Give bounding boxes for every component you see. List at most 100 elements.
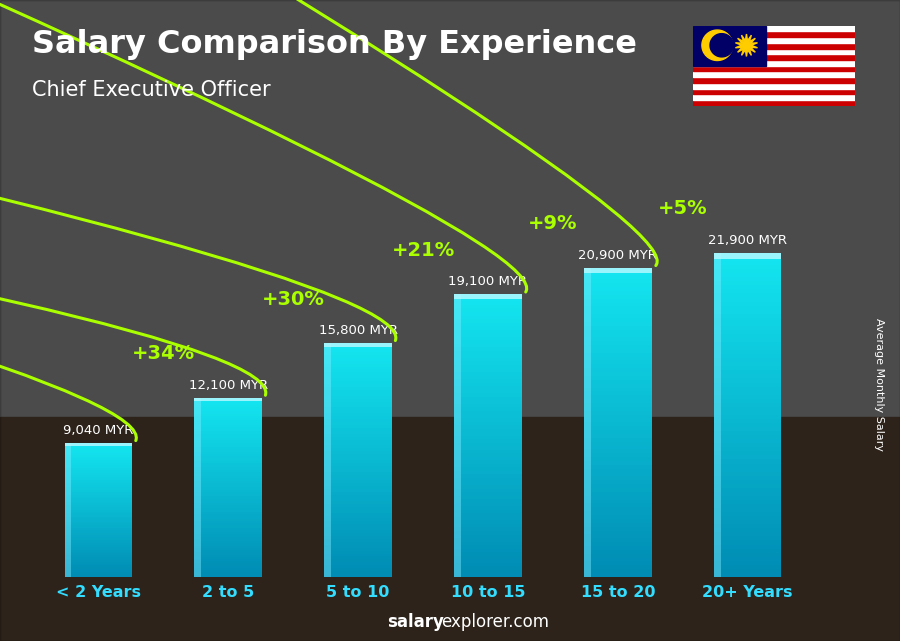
Text: 15,800 MYR: 15,800 MYR — [319, 324, 398, 337]
Bar — [194, 532, 262, 535]
Polygon shape — [735, 34, 758, 56]
Bar — [714, 435, 781, 439]
Bar — [584, 306, 652, 310]
Bar — [693, 83, 855, 88]
Bar — [65, 481, 132, 483]
Bar — [454, 351, 522, 354]
Bar — [454, 298, 522, 301]
Bar — [194, 523, 262, 526]
Bar — [584, 268, 652, 272]
Bar — [714, 455, 781, 460]
Bar — [324, 539, 392, 542]
Bar — [714, 342, 781, 346]
Bar — [0, 417, 900, 641]
Bar — [194, 398, 262, 401]
Bar — [714, 524, 781, 528]
Bar — [324, 483, 392, 487]
Bar — [584, 550, 652, 554]
Bar — [714, 508, 781, 512]
Bar — [454, 559, 522, 563]
Bar — [194, 487, 262, 490]
Bar — [65, 533, 132, 535]
Bar — [714, 504, 781, 508]
Bar — [454, 354, 522, 358]
Bar — [65, 525, 132, 527]
Bar — [454, 535, 522, 538]
Bar — [714, 269, 781, 273]
Bar — [454, 517, 522, 520]
Bar — [194, 416, 262, 418]
Bar — [714, 313, 781, 318]
Bar — [454, 495, 522, 499]
Bar — [714, 358, 781, 362]
Bar — [65, 563, 132, 565]
Bar — [65, 513, 132, 515]
Bar — [194, 570, 262, 572]
Bar — [65, 450, 132, 451]
Bar — [194, 425, 262, 427]
Bar — [194, 562, 262, 563]
Bar — [194, 563, 262, 566]
Bar — [714, 484, 781, 488]
Bar — [714, 488, 781, 492]
Bar — [714, 378, 781, 383]
Bar — [65, 572, 132, 574]
Bar — [454, 294, 461, 577]
Bar — [454, 513, 522, 517]
Bar — [584, 349, 652, 353]
Bar — [194, 521, 262, 523]
Bar — [714, 261, 781, 265]
Bar — [324, 442, 392, 445]
Bar — [454, 315, 522, 319]
Bar — [714, 479, 781, 484]
Bar — [324, 404, 392, 408]
Bar — [454, 542, 522, 545]
Bar — [194, 557, 262, 559]
Bar — [714, 423, 781, 427]
Bar — [194, 436, 262, 438]
Bar — [714, 472, 781, 476]
Bar — [65, 492, 132, 494]
Bar — [454, 549, 522, 552]
Bar — [324, 547, 392, 551]
Bar — [65, 542, 132, 544]
Bar — [194, 528, 262, 530]
Bar — [714, 318, 781, 322]
Bar — [584, 515, 652, 519]
Bar — [65, 558, 132, 560]
Bar — [65, 515, 132, 517]
Bar — [714, 549, 781, 553]
Bar — [194, 494, 262, 496]
Bar — [194, 559, 262, 562]
Bar — [65, 447, 132, 448]
Bar — [65, 528, 132, 530]
Bar — [324, 393, 392, 395]
Bar — [714, 289, 781, 294]
Bar — [714, 556, 781, 561]
Bar — [65, 570, 132, 572]
Bar — [324, 510, 392, 513]
Bar — [584, 507, 652, 512]
Bar — [65, 530, 132, 532]
Bar — [584, 337, 652, 341]
Bar — [714, 444, 781, 447]
Text: +34%: +34% — [131, 344, 195, 363]
Bar — [65, 462, 132, 463]
Bar — [714, 415, 781, 419]
Bar — [194, 413, 262, 416]
Bar — [324, 402, 392, 404]
Polygon shape — [702, 30, 733, 60]
Bar — [65, 478, 132, 480]
Bar — [714, 516, 781, 520]
Bar — [584, 399, 652, 403]
Text: explorer.com: explorer.com — [441, 613, 549, 631]
Bar — [194, 409, 262, 412]
Bar — [454, 467, 522, 471]
Bar — [584, 499, 652, 503]
Bar — [714, 310, 781, 313]
Bar — [324, 387, 392, 390]
Bar — [584, 341, 652, 345]
Bar — [65, 560, 132, 562]
Bar — [324, 410, 392, 413]
Bar — [65, 497, 132, 498]
